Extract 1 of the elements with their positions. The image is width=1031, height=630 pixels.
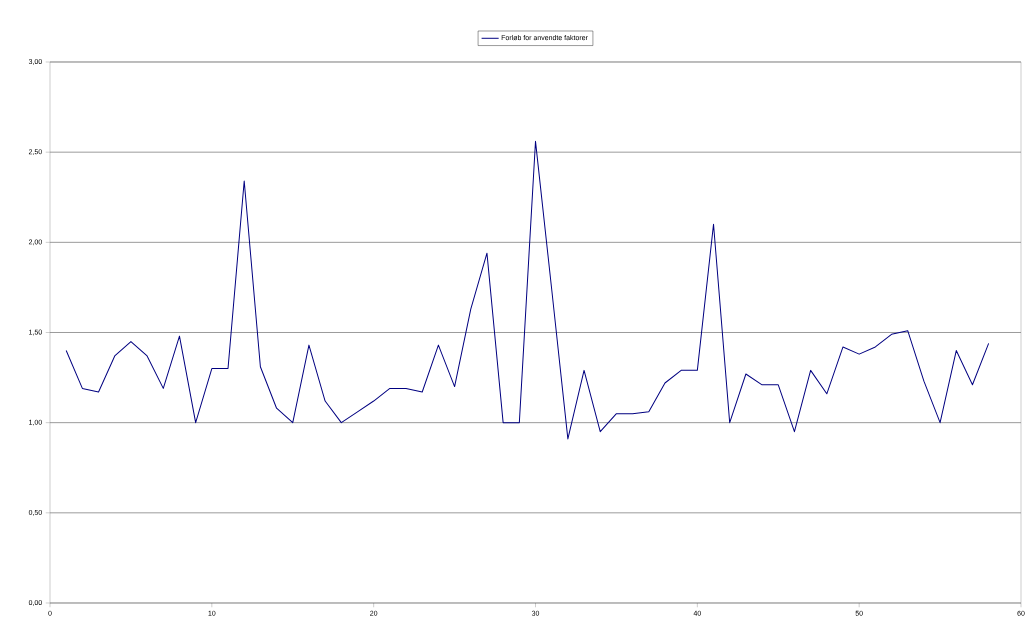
- line-series: [65, 140, 990, 440]
